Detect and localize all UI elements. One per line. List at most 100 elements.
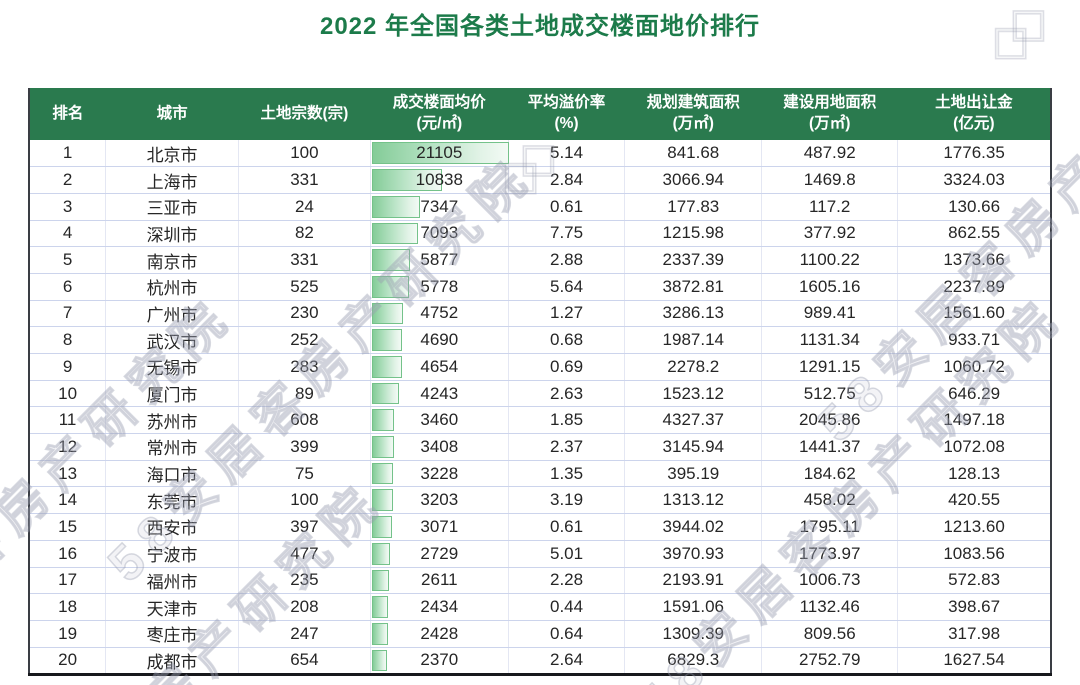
floor-price-databar (371, 249, 410, 271)
cell-planned_building_area: 3872.81 (624, 273, 763, 301)
cell-planned_building_area: 3970.93 (624, 540, 763, 568)
cell-avg_premium_rate: 0.68 (508, 326, 626, 354)
cell-value: 2752.79 (798, 650, 861, 670)
cell-value: 1313.12 (662, 490, 724, 510)
cell-value: 1100.22 (799, 250, 860, 270)
cell-value: 89 (294, 383, 314, 403)
cell-land_transfer_fee: 128.13 (897, 460, 1051, 488)
cell-value: 3324.03 (943, 170, 1005, 190)
floor-price-databar (371, 195, 420, 218)
cell-value: 1132.46 (799, 597, 860, 617)
cell-value: 19 (58, 623, 78, 643)
cell-value: 4654 (420, 356, 459, 376)
cell-parcel_count: 399 (238, 433, 371, 461)
cell-value: 3970.93 (662, 543, 724, 563)
column-header-avg_floor_price: 成交楼面均价 (元/㎡) (370, 88, 509, 140)
floor-price-databar (371, 169, 443, 191)
cell-value: 1497.18 (943, 410, 1005, 430)
cell-value: 1.27 (550, 303, 584, 323)
cell-value: 247 (290, 623, 319, 643)
cell-value: 395.19 (667, 463, 720, 483)
cell-value: 1795.11 (799, 516, 860, 536)
cell-value: 117.2 (809, 196, 851, 216)
cell-value: 2434 (420, 597, 459, 617)
cell-planned_building_area: 1215.98 (624, 220, 763, 248)
cell-value: 2337.39 (662, 250, 724, 270)
cell-avg_premium_rate: 7.75 (508, 220, 626, 248)
cell-value: 天津市 (146, 599, 198, 619)
cell-avg_floor_price: 21105 (370, 140, 509, 168)
floor-price-databar (371, 462, 393, 485)
floor-price-databar (371, 516, 392, 538)
cell-rank: 20 (29, 647, 107, 675)
cell-value: 2193.91 (662, 570, 724, 590)
cell-value: 1215.98 (662, 223, 724, 243)
cell-value: 1523.12 (662, 383, 724, 403)
cell-value: 2237.89 (943, 276, 1005, 296)
cell-value: 100 (290, 490, 319, 510)
cell-value: 5778 (420, 276, 459, 296)
table-body: 1 北京市 100 21105 5.14 841.68 487.92 1776.35 2 上海市 3… (29, 140, 1051, 675)
column-header-planned_building_area: 规划建筑面积 (万㎡) (624, 88, 762, 140)
cell-land_transfer_fee: 420.55 (897, 486, 1051, 515)
cell-avg_premium_rate: 1.27 (508, 300, 626, 328)
cell-value: 477 (290, 543, 319, 563)
cell-avg_premium_rate: 2.63 (508, 380, 626, 408)
cell-value: 252 (290, 330, 319, 350)
cell-value: 1627.54 (943, 650, 1005, 670)
cell-rank: 4 (29, 220, 107, 248)
cell-value: 广州市 (146, 305, 198, 325)
cell-avg_premium_rate: 2.88 (508, 246, 626, 274)
cell-avg_premium_rate: 2.37 (508, 433, 626, 461)
cell-avg_floor_price: 10838 (370, 166, 509, 194)
cell-rank: 7 (29, 300, 107, 328)
cell-rank: 18 (29, 593, 107, 621)
cell-rank: 1 (29, 140, 107, 168)
column-header-parcel_count: 土地宗数(宗) (238, 88, 371, 140)
table-row: 20 成都市 654 2370 2.64 6829.3 2752.79 1627.54 (29, 647, 1051, 675)
cell-construction_land_area: 809.56 (761, 620, 899, 648)
cell-construction_land_area: 184.62 (761, 460, 899, 488)
cell-avg_floor_price: 5778 (370, 273, 509, 301)
cell-value: 0.61 (550, 516, 584, 536)
cell-value: 0.64 (550, 623, 584, 643)
cell-parcel_count: 100 (238, 486, 371, 515)
cell-value: 无锡市 (146, 359, 198, 379)
cell-value: 0.68 (550, 330, 584, 350)
cell-value: 377.92 (803, 223, 856, 243)
cell-value: 东莞市 (146, 492, 198, 512)
cell-value: 2.63 (550, 383, 584, 403)
cell-parcel_count: 654 (238, 647, 371, 675)
cell-land_transfer_fee: 130.66 (897, 193, 1051, 221)
cell-value: 3872.81 (662, 276, 724, 296)
floor-price-databar (371, 596, 388, 618)
cell-value: 646.29 (948, 383, 1001, 403)
cell-value: 三亚市 (146, 199, 198, 219)
cell-avg_floor_price: 4690 (370, 326, 509, 354)
cell-value: 608 (290, 410, 319, 430)
cell-land_transfer_fee: 1072.08 (897, 433, 1051, 461)
cell-value: 2428 (420, 623, 459, 643)
cell-value: 1.35 (550, 463, 584, 483)
table-header-row: 排名 城市 土地宗数(宗) 成交楼面均价 (元/㎡) 平均溢价率 (%) 规划建筑面积 (万㎡)… (29, 88, 1051, 140)
table-row: 1 北京市 100 21105 5.14 841.68 487.92 1776.35 (29, 140, 1051, 168)
cell-value: 17 (58, 570, 78, 590)
cell-value: 130.66 (948, 196, 1001, 216)
cell-parcel_count: 283 (238, 353, 371, 381)
cell-value: 1309.39 (662, 623, 724, 643)
cell-city: 苏州市 (105, 406, 239, 435)
cell-parcel_count: 331 (238, 246, 371, 274)
cell-avg_floor_price: 3203 (370, 486, 509, 515)
floor-price-databar (371, 409, 395, 432)
cell-value: 海口市 (146, 466, 198, 486)
cell-construction_land_area: 377.92 (761, 220, 899, 248)
cell-construction_land_area: 458.02 (761, 486, 899, 515)
cell-construction_land_area: 1006.73 (761, 567, 899, 595)
cell-avg_floor_price: 4243 (370, 380, 509, 408)
cell-construction_land_area: 487.92 (761, 140, 899, 168)
floor-price-databar (371, 329, 403, 351)
cell-value: 20 (58, 650, 78, 670)
cell-value: 933.71 (948, 330, 1001, 350)
cell-value: 1561.60 (943, 303, 1005, 323)
